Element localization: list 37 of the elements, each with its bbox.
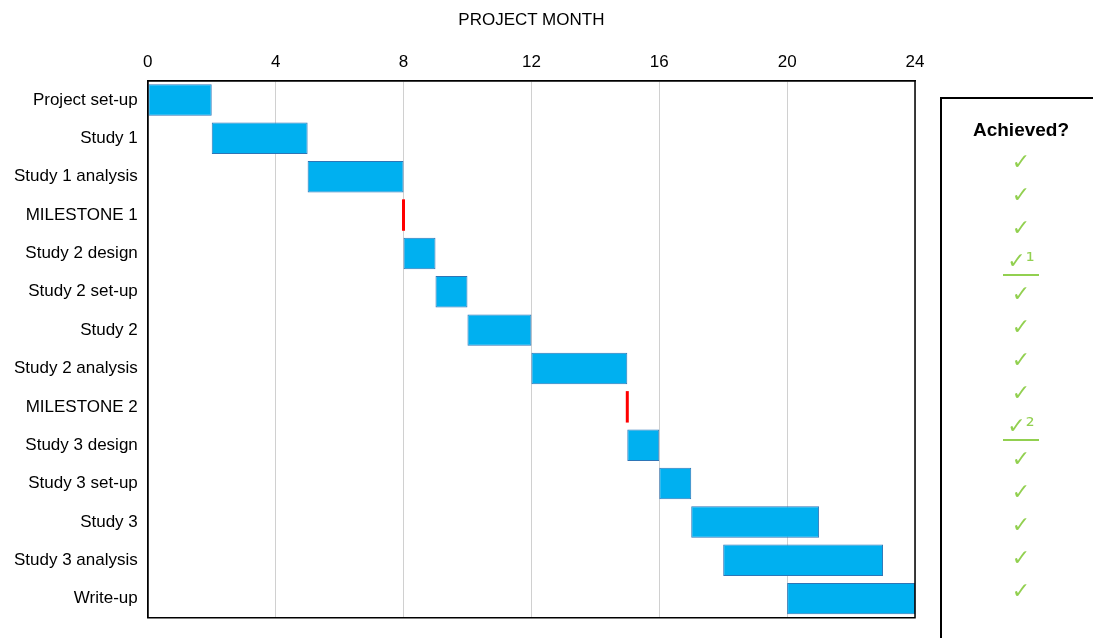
x-axis-title: PROJECT MONTH [458,9,605,29]
text: ✓ [1011,182,1031,208]
y-tick-label: Study 3 set-up [28,473,138,493]
x-tick-label: 12 [521,52,541,72]
y-tick-label: Project set-up [32,89,138,109]
y-tick-label: Study 2 analysis [13,358,138,378]
text: ✓² [1003,413,1039,441]
text: ✓ [1011,545,1031,571]
text: ✓ [1011,380,1031,406]
x-tick-label: 20 [777,52,797,72]
y-tick-label: Study 3 [80,511,138,531]
y-tick-label: MILESTONE 2 [25,396,138,416]
text: ✓ [1011,314,1031,340]
y-tick-label: Study 1 analysis [13,166,138,186]
y-tick-label: Study 1 [80,128,138,148]
text: ✓¹ [1003,248,1039,276]
y-tick-label: MILESTONE 1 [25,204,138,224]
y-tick-label: Study 2 design [25,243,138,263]
x-tick-label: 4 [270,52,281,72]
x-tick-label: 16 [649,52,669,72]
text: ✓ [1011,578,1031,604]
text: ✓ [1011,347,1031,373]
x-tick-label: 24 [905,52,925,72]
x-tick-label: 8 [398,52,409,72]
text: ✓ [1011,149,1031,175]
text: ✓ [1011,215,1031,241]
y-tick-label: Study 3 analysis [13,549,138,569]
text: ✓ [1011,281,1031,307]
y-tick-label: Write-up [73,588,138,608]
text: ✓ [1011,512,1031,538]
x-tick-label: 0 [143,52,153,72]
y-tick-label: Study 2 [80,319,138,339]
text: ✓ [1011,479,1031,505]
y-tick-label: Study 3 design [25,434,138,454]
y-tick-label: Study 2 set-up [28,281,138,301]
text: ✓ [1011,446,1031,472]
text: Achieved? [971,119,1071,141]
